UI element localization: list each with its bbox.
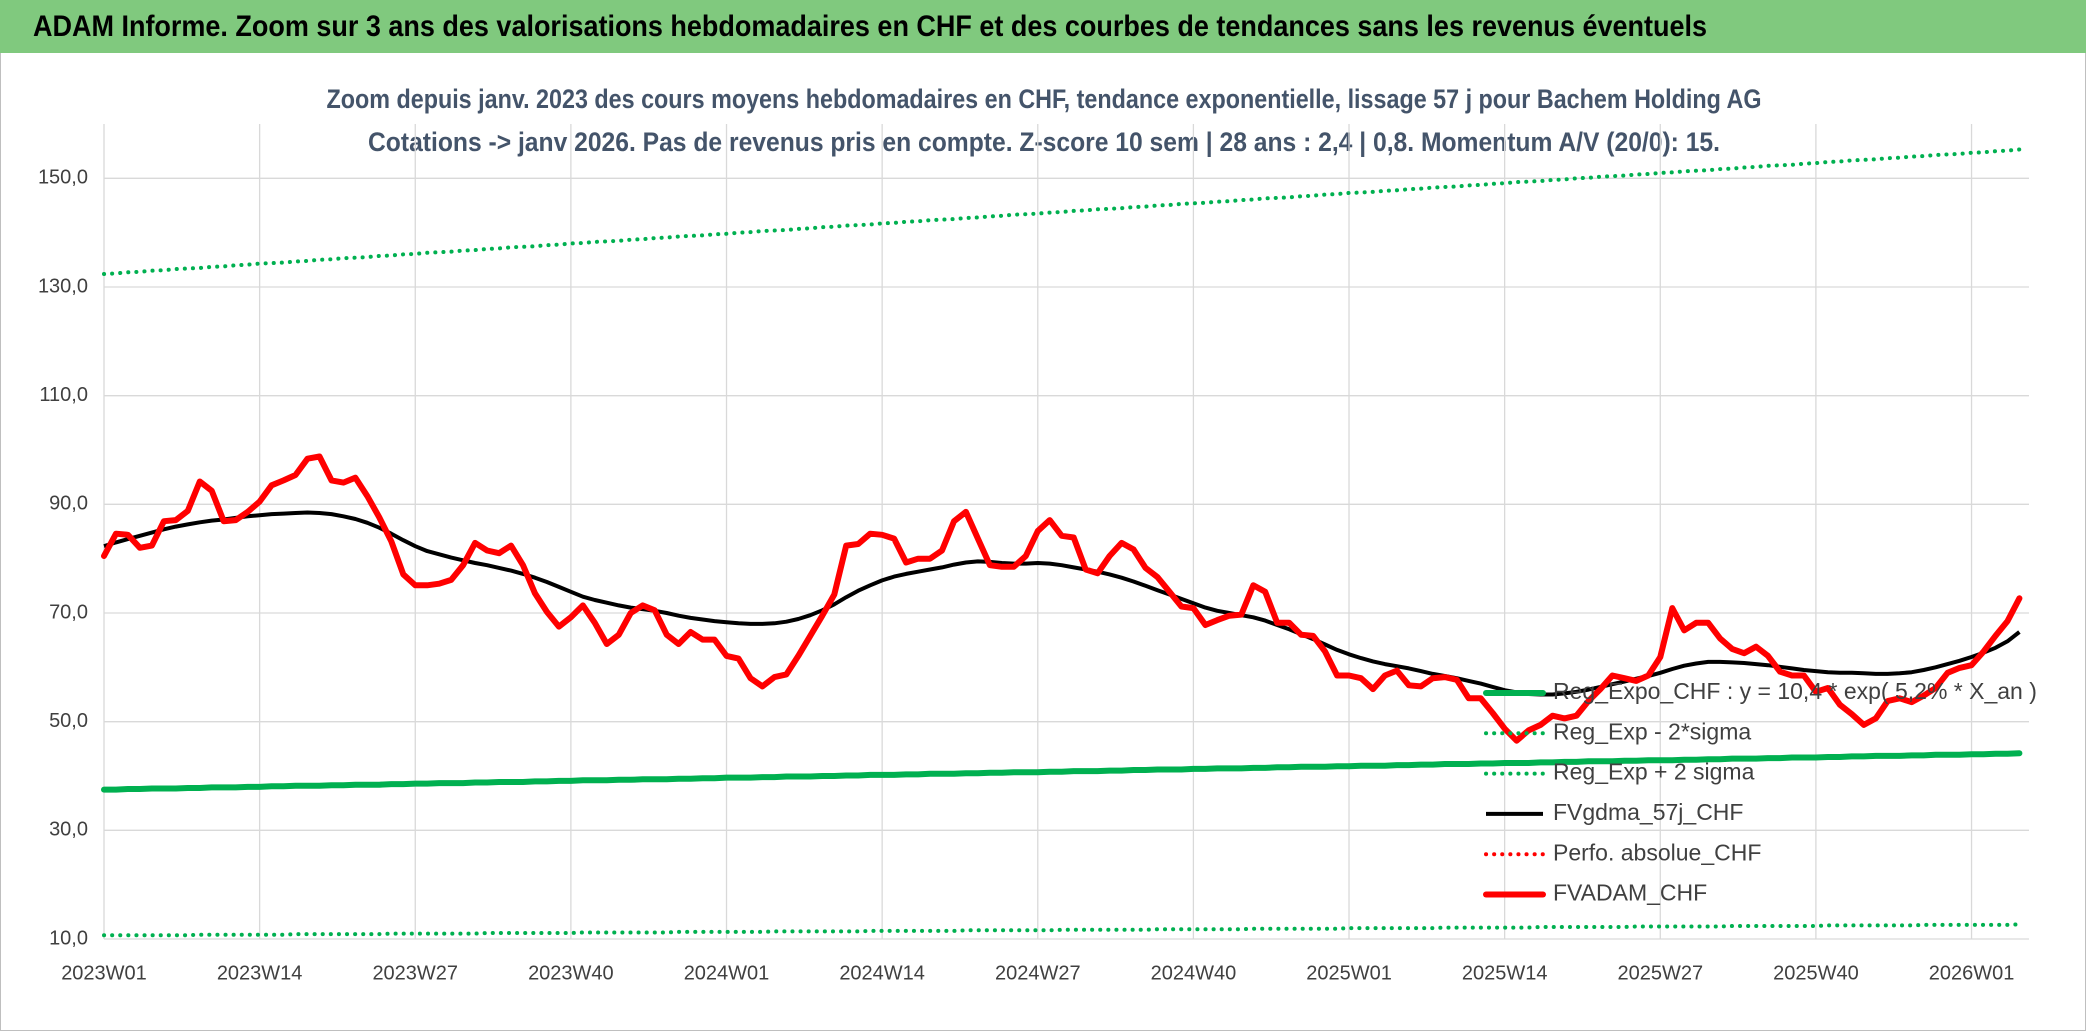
series-line: [101, 453, 2023, 744]
y-tick-label: 30,0: [49, 819, 88, 841]
x-tick-label: 2025W27: [1617, 962, 1703, 984]
y-tick-label: 50,0: [49, 710, 88, 732]
x-tick-label: 2024W40: [1151, 962, 1237, 984]
x-tick-label: 2023W14: [217, 962, 303, 984]
legend-label: Reg_Expo_CHF : y = 10,4 * exp( 5,2% * X_…: [1553, 678, 2037, 704]
y-tick-label: 130,0: [38, 275, 88, 297]
legend-label: Perfo. absolue_CHF: [1553, 839, 1761, 865]
y-tick-label: 10,0: [49, 927, 88, 949]
series-line: [103, 510, 2021, 697]
x-tick-label: 2023W01: [61, 962, 147, 984]
legend-label: FVgdma_57j_CHF: [1553, 799, 1743, 825]
y-tick-label: 70,0: [49, 601, 88, 623]
x-tick-label: 2024W27: [995, 962, 1081, 984]
header-band: [0, 0, 2086, 53]
x-tick-label: 2023W27: [372, 962, 458, 984]
x-tick-label: 2025W14: [1462, 962, 1548, 984]
legend-label: FVADAM_CHF: [1553, 880, 1707, 906]
header-title: ADAM Informe. Zoom sur 3 ans des valoris…: [33, 10, 1707, 43]
legend-label: Reg_Exp + 2 sigma: [1553, 759, 1755, 785]
y-tick-label: 150,0: [38, 167, 88, 189]
chart-subtitle: Cotations -> janv 2026. Pas de revenus p…: [368, 127, 1720, 157]
series-line: [101, 750, 2023, 793]
x-tick-label: 2026W01: [1929, 962, 2015, 984]
series-line: [102, 922, 2022, 938]
x-tick-label: 2025W40: [1773, 962, 1859, 984]
chart-title: Zoom depuis janv. 2023 des cours moyens …: [327, 84, 1762, 114]
y-tick-label: 90,0: [49, 493, 88, 515]
x-tick-label: 2024W01: [684, 962, 770, 984]
x-tick-label: 2025W01: [1306, 962, 1392, 984]
x-tick-label: 2023W40: [528, 962, 614, 984]
legend-label: Reg_Exp - 2*sigma: [1553, 718, 1751, 744]
x-tick-label: 2024W14: [839, 962, 925, 984]
y-tick-label: 110,0: [39, 384, 88, 406]
